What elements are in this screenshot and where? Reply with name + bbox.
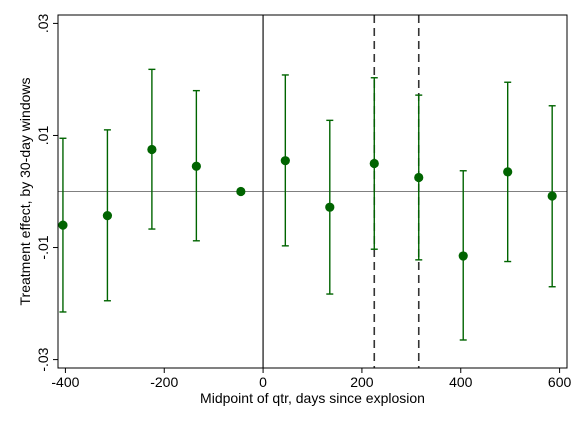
data-point [458,251,468,261]
x-tick-label: -400 [51,374,79,390]
plot-frame [57,14,568,369]
y-tick-label: -.01 [35,235,51,259]
x-tick-label: 0 [259,374,267,390]
plot-area [58,15,567,368]
y-axis: -.03 -.01 .01 .03 [35,13,58,372]
data-point-group [503,81,513,263]
data-point-group [191,89,201,242]
data-point [325,202,335,212]
data-point-group [236,186,246,197]
y-tick-label: .03 [35,13,51,33]
data-point-group [369,77,379,250]
x-tick-label: -200 [150,374,178,390]
data-point-group [547,105,557,288]
data-point [280,156,290,166]
data-point [369,158,379,169]
data-point-group [58,137,68,313]
data-point [503,167,513,177]
data-point [147,144,157,155]
data-point [547,191,557,201]
data-point-group [102,129,113,302]
data-point-group [325,119,335,295]
data-point [414,172,424,183]
x-tick-label: 600 [548,374,572,390]
data-point [102,210,113,221]
data-point-group [458,170,468,341]
data-point [191,161,201,171]
y-axis-label: Treatment effect, by 30-day windows [17,78,33,306]
data-point-group [414,94,424,261]
y-tick-label: -.03 [35,347,51,371]
x-tick-label: 200 [350,374,374,390]
data-point [58,220,68,230]
x-axis-label: Midpoint of qtr, days since explosion [200,390,425,406]
y-tick-label: .01 [35,126,51,146]
x-axis: -400 -200 0 200 400 600 [51,368,571,390]
data-point-group [280,74,290,247]
data-point-group [147,68,157,230]
x-tick-label: 400 [449,374,473,390]
data-point [236,186,246,197]
